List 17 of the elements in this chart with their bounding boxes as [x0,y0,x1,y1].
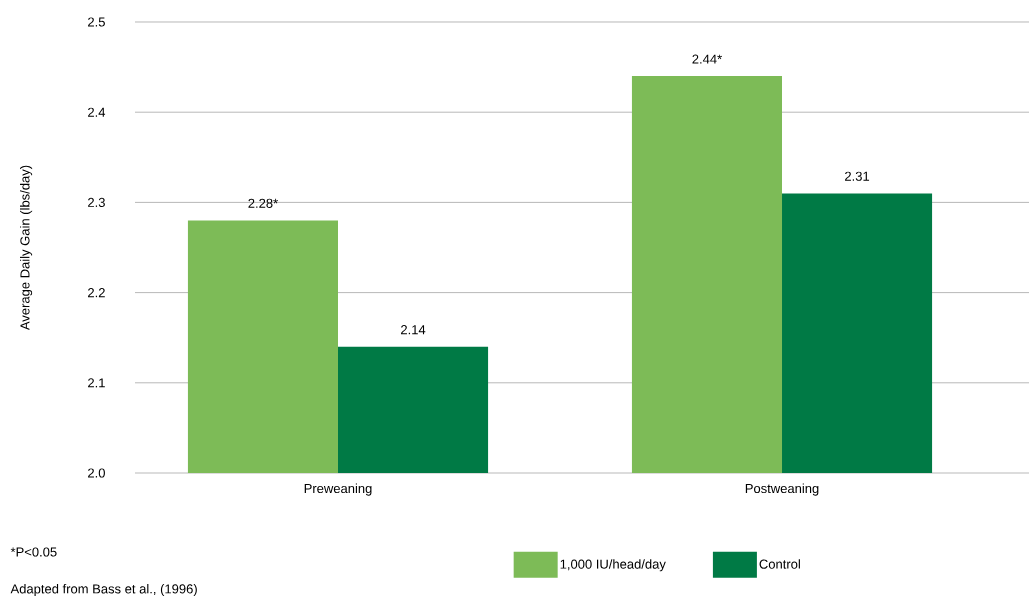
y-axis-title: Average Daily Gain (lbs/day) [20,165,33,331]
y-tick-label: 2.3 [88,197,105,207]
y-tick-label: 2.0 [88,468,105,478]
data-label: 2.28* [248,198,278,208]
data-label: 2.31 [845,171,870,181]
y-tick-label: 2.2 [88,288,105,298]
y-tick-label: 2.5 [88,17,105,27]
legend-label: Control [759,559,800,569]
text: Adapted from Bass et al., (1996) [10,583,197,597]
x-tick-label: Preweaning [304,483,372,496]
y-tick-label: 2.4 [88,107,106,117]
data-label: 2.14 [401,325,426,335]
legend-label: 1,000 IU/head/day [560,559,666,572]
y-tick-label: 2.1 [88,378,105,388]
text: *P<0.05 [10,547,57,557]
x-tick-label: Postweaning [745,483,819,496]
data-label: 2.44* [692,54,722,64]
